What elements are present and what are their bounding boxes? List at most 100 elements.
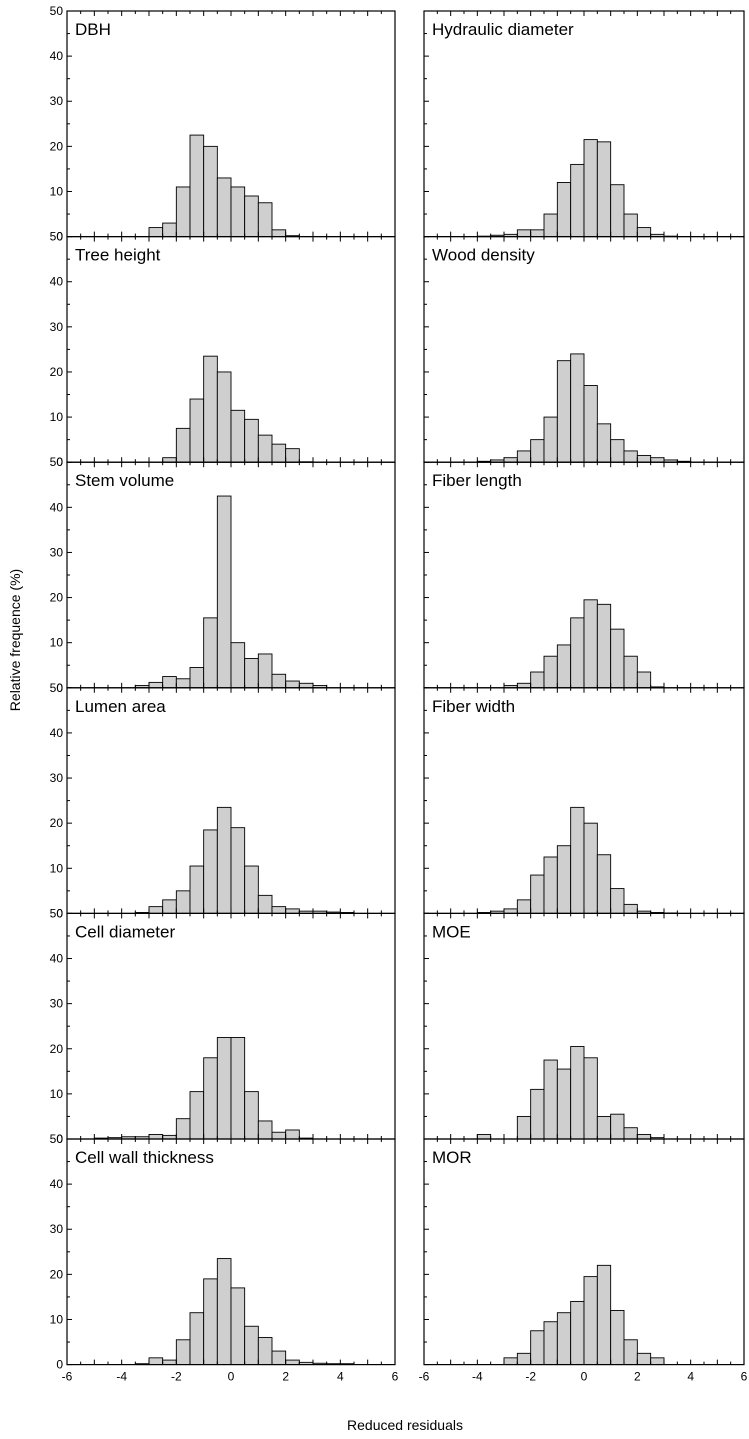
y-tick-label: 50	[50, 455, 64, 469]
y-tick-label: 40	[50, 49, 64, 63]
x-tick-label: 0	[228, 1370, 235, 1384]
histogram-bar	[189, 398, 205, 463]
panel-title: Wood density	[432, 246, 535, 265]
histogram-bar	[271, 1131, 287, 1140]
histogram-bar	[162, 1359, 177, 1366]
histogram-bar	[203, 617, 218, 689]
histogram-bar	[148, 1357, 164, 1366]
histogram-bar	[175, 890, 191, 914]
histogram-bar	[271, 229, 287, 238]
histogram-bar	[610, 1113, 625, 1140]
histogram-bar	[162, 676, 177, 689]
panel-tree-height: 0 10 20 30 40 50 Tree height	[50, 230, 396, 469]
histogram-bar	[203, 829, 218, 914]
histogram-bar	[203, 145, 218, 238]
panel-stem-volume: 0 10 20 30 40 50 Stem volume	[50, 455, 396, 695]
histogram-bar	[257, 202, 273, 238]
panel-title: Hydraulic diameter	[432, 20, 574, 39]
histogram-bar	[516, 682, 532, 689]
histogram-bar	[230, 1037, 246, 1140]
y-tick-label: 30	[50, 545, 64, 559]
histogram-bar	[530, 874, 545, 914]
y-tick-label: 10	[50, 636, 64, 650]
histogram-bar	[530, 1088, 545, 1140]
histogram-bar	[543, 1321, 558, 1366]
histogram-bar	[271, 1350, 287, 1366]
histogram-bar	[257, 1120, 273, 1140]
panel-title: Stem volume	[75, 471, 174, 490]
panel-title: Tree height	[75, 246, 161, 265]
x-tick-label: -4	[116, 1370, 127, 1384]
histogram-bar	[162, 222, 177, 238]
panel-hydraulic-diameter: Hydraulic diameter	[423, 10, 745, 238]
panel-fiber-width: Fiber width	[423, 687, 745, 914]
histogram-bar	[650, 1357, 665, 1366]
histogram-bar	[189, 1312, 205, 1366]
histogram-bar	[596, 423, 612, 463]
x-tick-label: -6	[62, 1370, 73, 1384]
histogram-bar	[516, 450, 532, 463]
histogram-bar	[556, 845, 572, 914]
histogram-bar	[216, 1258, 232, 1366]
histogram-bar	[610, 1310, 625, 1366]
histogram-bar	[516, 1352, 532, 1366]
x-tick-label: 6	[392, 1370, 399, 1384]
y-tick-label: 50	[50, 230, 64, 244]
histogram-bar	[285, 680, 300, 689]
histogram-bar	[257, 653, 273, 689]
histogram-bar	[230, 642, 246, 689]
x-tick-label: -4	[472, 1370, 483, 1384]
histogram-bar	[516, 899, 532, 914]
panel-moe: MOE	[423, 912, 745, 1140]
histogram-bar	[623, 655, 638, 689]
histogram-bar	[570, 806, 585, 914]
y-tick-label: 20	[50, 1042, 64, 1056]
y-axis-label: Relative frequence (%)	[7, 569, 23, 711]
panel-title: Lumen area	[75, 697, 166, 716]
histogram-bar	[583, 1276, 598, 1366]
histogram-bar	[530, 671, 545, 689]
panel-title: MOR	[432, 1148, 472, 1167]
y-tick-label: 0	[56, 1132, 63, 1146]
y-tick-label: 40	[50, 952, 64, 966]
histogram-bar	[203, 1057, 218, 1140]
y-tick-label: 10	[50, 410, 64, 424]
panel-title: DBH	[75, 20, 111, 39]
x-axis-label: Reduced residuals	[347, 1417, 463, 1433]
x-tick-label: -2	[171, 1370, 182, 1384]
histogram-bar	[230, 186, 246, 238]
histogram-bar	[623, 213, 638, 238]
y-tick-label: 40	[50, 500, 64, 514]
histogram-bar	[503, 908, 518, 914]
x-tick-label: 4	[687, 1370, 694, 1384]
histogram-bar	[244, 1325, 259, 1366]
histogram-bar	[175, 186, 191, 238]
histogram-bar	[148, 227, 164, 238]
histogram-bar	[148, 906, 164, 914]
panel-fiber-length: Fiber length	[423, 461, 745, 689]
y-tick-label: 30	[50, 94, 64, 108]
histogram-bar	[530, 1330, 545, 1366]
histogram-bar	[257, 434, 273, 463]
histogram-bar	[543, 655, 558, 689]
histogram-bar	[530, 439, 545, 463]
histogram-bar	[650, 457, 665, 463]
y-tick-label: 30	[50, 320, 64, 334]
histogram-bar	[148, 1134, 164, 1140]
histogram-bar	[189, 1091, 205, 1140]
histogram-bar	[503, 1357, 518, 1366]
panel-lumen-area: 0 10 20 30 40 50 Lumen area	[50, 681, 396, 920]
panel-title: Cell wall thickness	[75, 1148, 214, 1167]
histogram-bar	[543, 213, 558, 238]
histogram-bar	[271, 443, 287, 463]
histogram-bar	[543, 856, 558, 914]
histogram-bar	[583, 139, 598, 238]
histogram-bar	[189, 667, 205, 689]
histogram-bar	[530, 229, 545, 238]
histogram-bar	[203, 355, 218, 463]
histogram-bar	[244, 418, 259, 463]
panel-cell-diameter: 0 10 20 30 40 50 Cell diameter	[50, 906, 396, 1146]
panel-title: Fiber width	[432, 697, 515, 716]
panel-title: Cell diameter	[75, 922, 175, 941]
y-tick-label: 30	[50, 997, 64, 1011]
